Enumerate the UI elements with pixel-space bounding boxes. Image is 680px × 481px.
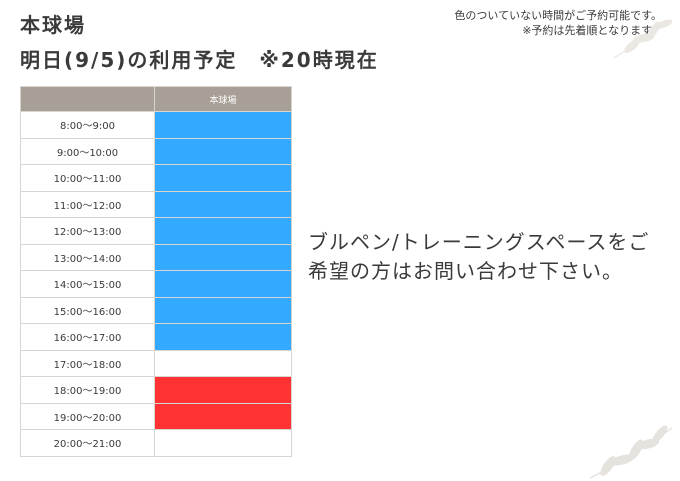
reservation-slot-available: [154, 429, 292, 457]
reservation-slot-booked: [154, 296, 292, 324]
leaf-icon: [613, 19, 673, 59]
reservation-slot-event: [154, 376, 292, 404]
time-slot-label: 17:00～18:00: [20, 349, 155, 377]
reservation-slot-booked: [154, 243, 292, 271]
time-slot-label: 8:00～9:00: [20, 111, 155, 139]
time-slot-label: 18:00～19:00: [20, 376, 155, 404]
schedule-row: 15:00～16:00: [20, 296, 292, 324]
time-slot-label: 10:00～11:00: [20, 164, 155, 192]
reservation-slot-booked: [154, 164, 292, 192]
time-slot-label: 14:00～15:00: [20, 270, 155, 298]
schedule-row: 9:00～10:00: [20, 137, 292, 165]
time-slot-label: 19:00～20:00: [20, 402, 155, 430]
schedule-row: 12:00～13:00: [20, 217, 292, 245]
schedule-row: 8:00～9:00: [20, 111, 292, 139]
time-slot-label: 20:00～21:00: [20, 429, 155, 457]
time-slot-label: 16:00～17:00: [20, 323, 155, 351]
reservation-slot-booked: [154, 270, 292, 298]
bullpen-contact-message: ブルペン/トレーニングスペースをご希望の方はお問い合わせ下さい。: [308, 230, 650, 283]
reservation-slot-booked: [154, 137, 292, 165]
availability-notice: 色のついていない時間がご予約可能です。 ※予約は先着順となります。: [454, 8, 662, 38]
notice-line-2: ※予約は先着順となります。: [522, 24, 662, 37]
time-slot-label: 11:00～12:00: [20, 190, 155, 218]
reservation-slot-booked: [154, 217, 292, 245]
time-slot-label: 13:00～14:00: [20, 243, 155, 271]
time-slot-label: 9:00～10:00: [20, 137, 155, 165]
schedule-row: 16:00～17:00: [20, 323, 292, 351]
schedule-row: 14:00～15:00: [20, 270, 292, 298]
schedule-row: 20:00～21:00: [20, 429, 292, 457]
schedule-row: 19:00～20:00: [20, 402, 292, 430]
page-subtitle: 明日(9/5)の利用予定 ※20時現在: [20, 48, 379, 72]
reservation-slot-available: [154, 349, 292, 377]
reservation-slot-booked: [154, 323, 292, 351]
time-slot-label: 12:00～13:00: [20, 217, 155, 245]
schedule-row: 11:00～12:00: [20, 190, 292, 218]
page-title: 本球場: [20, 13, 86, 37]
schedule-body: 8:00～9:00 9:00～10:00 10:00～11:00 11:00～12:0…: [20, 111, 292, 457]
schedule-column-header: 本球場: [154, 86, 292, 112]
schedule-row: 18:00～19:00: [20, 376, 292, 404]
reservation-slot-booked: [154, 190, 292, 218]
schedule-row: 17:00～18:00: [20, 349, 292, 377]
reservation-slot-event: [154, 402, 292, 430]
schedule-row: 13:00～14:00: [20, 243, 292, 271]
schedule-row: 10:00～11:00: [20, 164, 292, 192]
leaf-icon: [589, 425, 673, 479]
schedule-header-row: 本球場: [20, 86, 292, 112]
schedule-table: 本球場 8:00～9:00 9:00～10:00 10:00～11:00 11:00～…: [20, 86, 292, 457]
time-slot-label: 15:00～16:00: [20, 296, 155, 324]
schedule-corner-cell: [20, 86, 155, 112]
notice-line-1: 色のついていない時間がご予約可能です。: [454, 9, 662, 22]
reservation-slot-booked: [154, 111, 292, 139]
